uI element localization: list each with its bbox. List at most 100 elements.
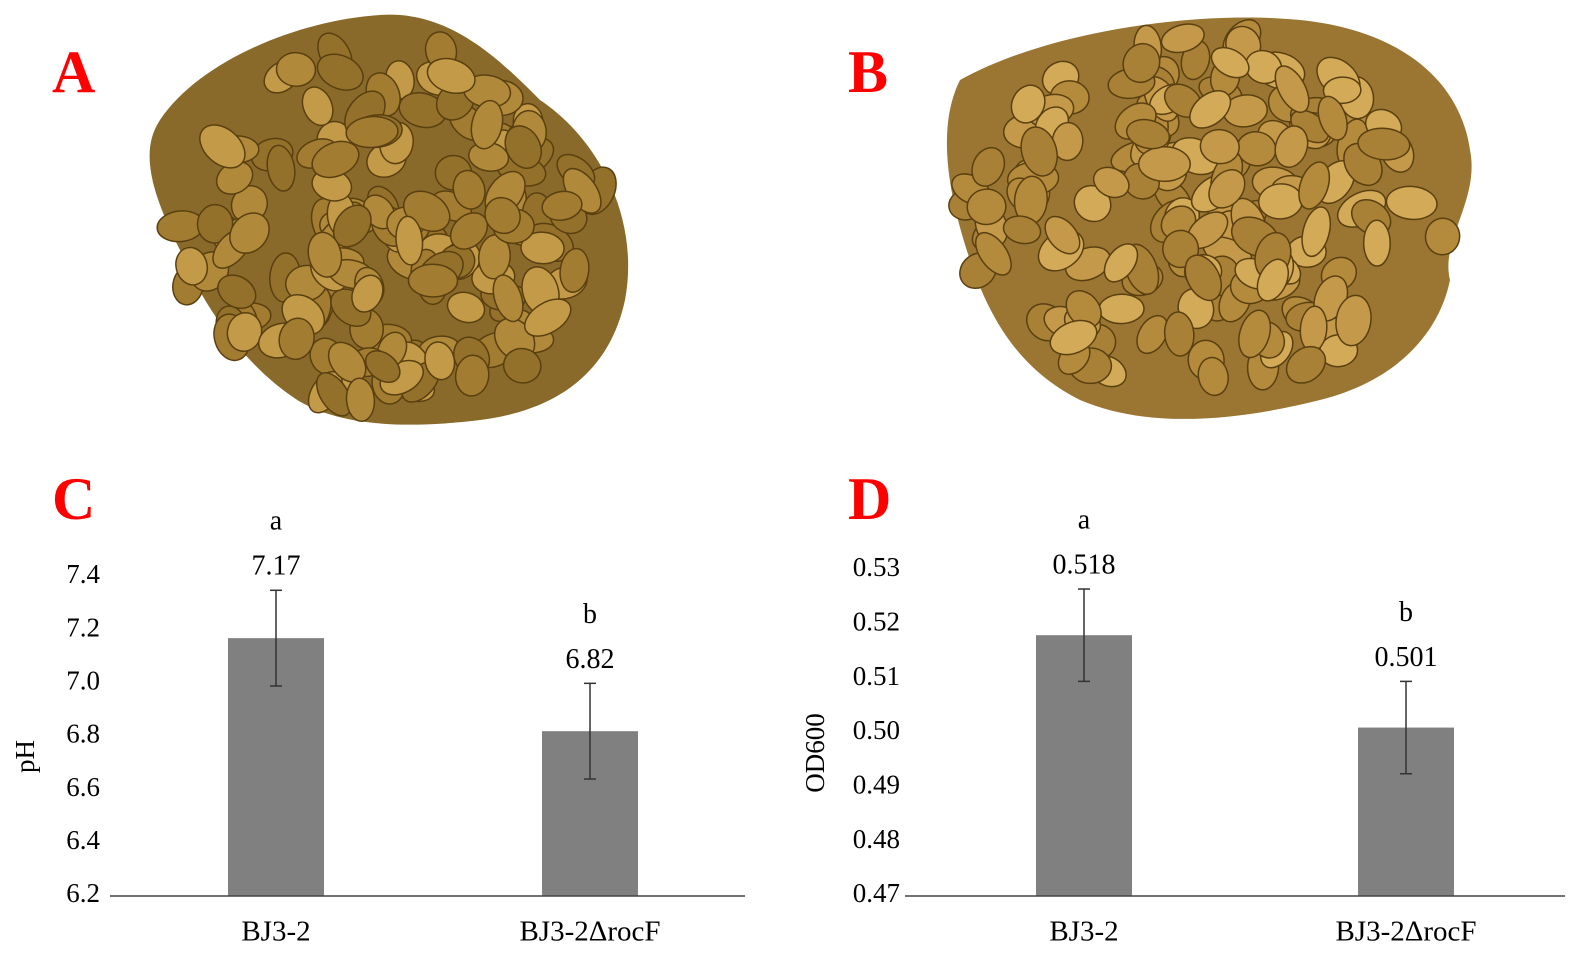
x-tick-label: BJ3-2ΔrocF [519,916,660,948]
x-tick-label: BJ3-2ΔrocF [1335,916,1476,948]
bean [315,372,352,417]
bean [524,298,572,337]
error-bar [1078,588,1090,683]
value-label: 0.518 [1053,549,1116,580]
bean [1357,127,1411,161]
bean [559,247,590,293]
significance-letter: a [270,506,283,537]
bean [1010,84,1046,124]
bean [311,140,360,179]
x-tick-label: BJ3-2 [241,916,310,948]
bean [266,144,296,192]
bean [1301,206,1332,258]
bean [1199,128,1240,165]
bean [426,57,476,95]
panel-label: C [52,466,95,532]
bean [1274,65,1310,114]
error-bar [584,682,596,780]
y-tick-label: 0.50 [853,715,900,745]
photo-b [946,17,1472,419]
y-tick-label: 0.49 [853,770,900,800]
bean [446,291,486,324]
bean [424,341,456,381]
y-tick-label: 7.2 [66,612,100,642]
bean [449,212,489,250]
y-tick-label: 7.0 [66,666,100,696]
y-axis-title: pH [10,740,40,773]
y-tick-label: 7.4 [66,559,100,589]
bean [502,347,542,384]
bean [1049,319,1098,356]
y-tick-label: 0.51 [853,661,900,691]
bean [541,190,583,221]
value-label: 0.501 [1375,642,1438,673]
photo-a [149,14,629,425]
bean [1098,293,1145,325]
bean [1285,345,1327,384]
y-axis-title: OD600 [800,713,830,793]
bean [966,188,1007,226]
value-label: 6.82 [566,644,615,675]
significance-letter: a [1078,504,1091,535]
bean [1210,46,1250,79]
y-tick-label: 6.6 [66,772,100,802]
bean [364,350,401,384]
bean [307,231,343,278]
bean [332,204,372,248]
bean [1274,125,1309,168]
bean [351,274,384,313]
bean [1189,89,1232,129]
bean [1122,42,1161,84]
bean [345,377,376,423]
bean [1238,309,1272,359]
bean [275,51,317,88]
y-tick-label: 0.53 [853,552,900,582]
bean [407,263,459,298]
bean [1092,166,1130,199]
bean [217,274,257,310]
bean [492,274,524,323]
y-tick-label: 0.47 [853,878,900,908]
bean [971,146,1006,187]
bean [1197,356,1229,397]
bean [452,169,486,210]
bean [1298,161,1331,210]
error-bar [1400,680,1412,775]
bean [1002,215,1042,245]
panel-label: A [52,39,95,105]
bean [504,125,543,169]
y-tick-label: 6.2 [66,878,100,908]
bean [1322,76,1362,105]
bean [1385,185,1438,221]
bean [301,86,334,127]
bean [1184,254,1223,302]
significance-letter: b [1399,597,1413,628]
y-tick-label: 0.52 [853,607,900,637]
bean [1256,258,1290,302]
bean [1020,126,1058,177]
bean [1125,118,1171,150]
bean [345,115,399,149]
bean [1208,169,1246,209]
bean [1137,146,1191,183]
bean [1335,294,1372,347]
bean [1065,290,1102,329]
bean [395,215,424,266]
y-tick-label: 6.8 [66,719,100,749]
x-tick-label: BJ3-2 [1049,916,1118,948]
bean [1362,219,1391,267]
panel-label: B [848,39,888,105]
bean [316,53,364,91]
value-label: 7.17 [252,551,301,582]
bean [1044,215,1081,255]
bean [454,354,490,397]
error-bar [270,589,282,687]
bean [1163,311,1195,357]
bean [520,231,565,265]
bean [1103,243,1139,283]
panel-label: D [848,466,891,532]
bean [1160,23,1205,54]
bean [470,99,504,150]
y-tick-label: 0.48 [853,824,900,854]
